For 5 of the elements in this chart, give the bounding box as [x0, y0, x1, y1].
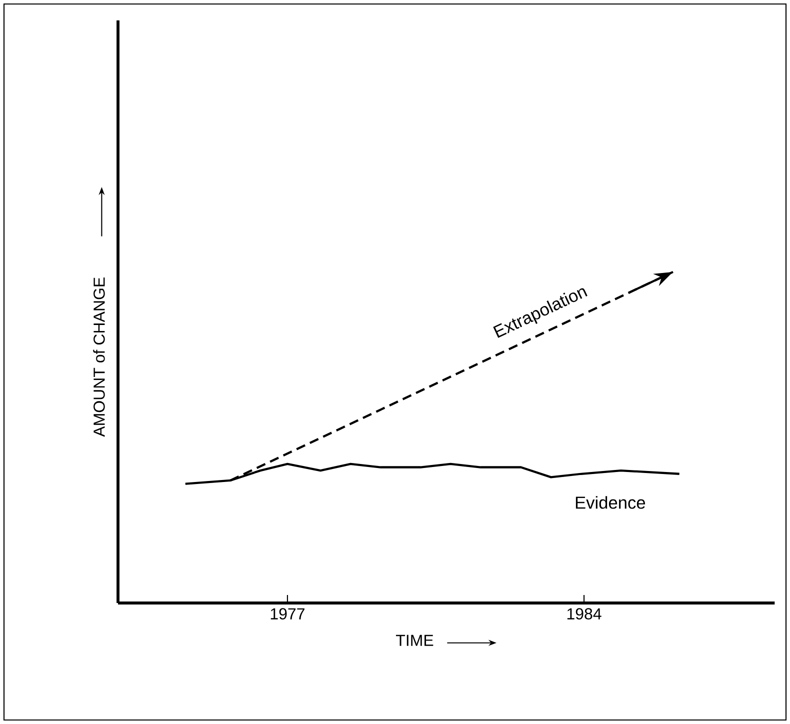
x-axis-title: TIME [396, 634, 434, 646]
series-label: Evidence [576, 496, 646, 509]
y-axis-title: AMOUNT of CHANGE [93, 278, 105, 437]
x-tick-label: 1977 [270, 608, 304, 620]
x-tick-label: 1984 [567, 608, 602, 620]
